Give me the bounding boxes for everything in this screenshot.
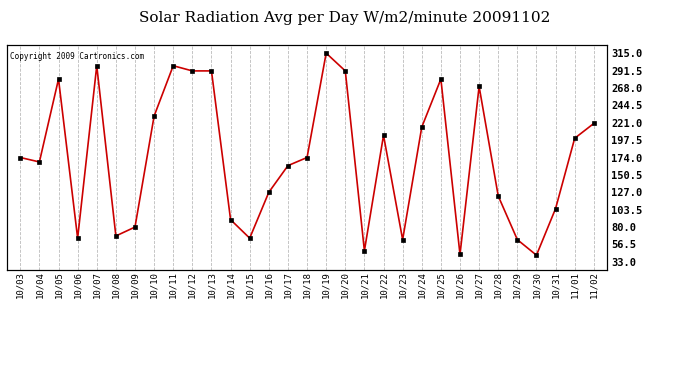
Text: Copyright 2009 Cartronics.com: Copyright 2009 Cartronics.com [10, 52, 144, 61]
Text: Solar Radiation Avg per Day W/m2/minute 20091102: Solar Radiation Avg per Day W/m2/minute … [139, 11, 551, 25]
